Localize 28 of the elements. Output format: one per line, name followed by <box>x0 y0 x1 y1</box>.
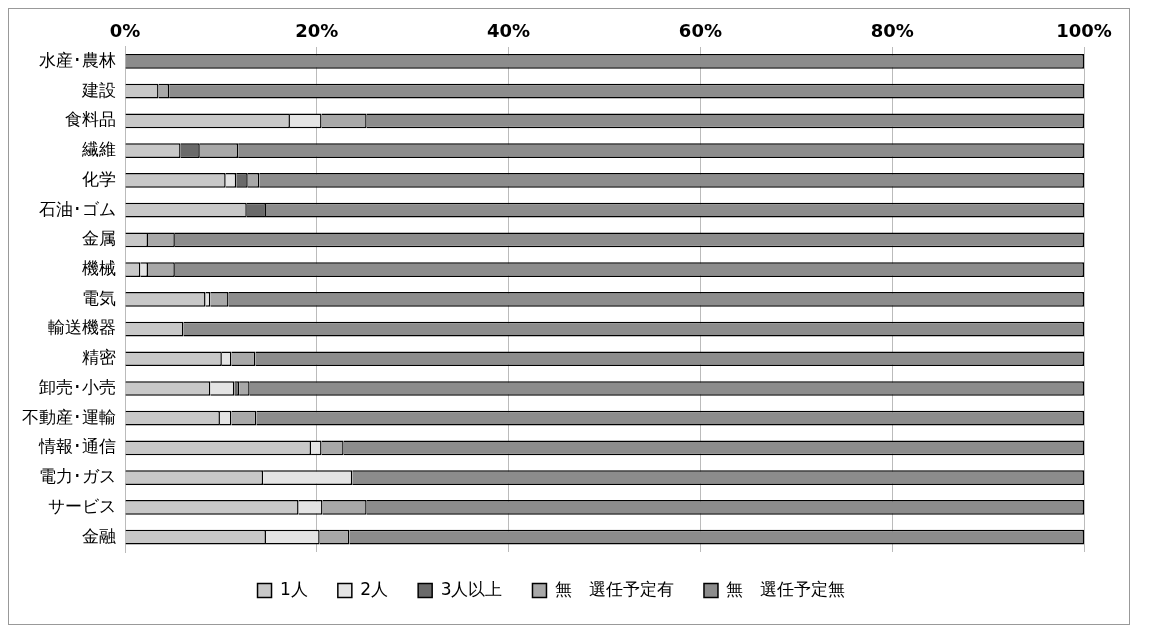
x-tick-label: 20% <box>295 20 339 42</box>
y-tick-label: 水産･農林 <box>39 49 116 70</box>
y-tick-label: 繊維 <box>81 139 116 160</box>
y-tick-label: サービス <box>48 495 116 516</box>
y-tick-label: 金属 <box>82 228 116 249</box>
y-tick-label: 情報･通信 <box>38 436 116 457</box>
y-tick-label: 電気 <box>82 287 116 308</box>
y-tick-label: 化学 <box>82 168 116 189</box>
y-tick-label: 食料品 <box>65 109 116 130</box>
y-tick-label: 機械 <box>82 257 116 278</box>
x-tick-label: 40% <box>487 20 531 42</box>
y-tick-label: 金融 <box>82 525 116 546</box>
y-tick-label: 電力･ガス <box>39 466 116 487</box>
x-tick-label: 100% <box>1056 20 1112 42</box>
legend-label: 無 選任予定有 <box>554 578 674 599</box>
y-tick-label: 不動産･運輸 <box>22 406 116 427</box>
y-tick-label: 精密 <box>82 347 116 368</box>
x-tick-label: 0% <box>109 20 141 42</box>
y-tick-label: 輸送機器 <box>48 317 116 338</box>
legend-label: 無 選任予定無 <box>726 578 846 599</box>
y-tick-label: 建設 <box>81 79 116 100</box>
y-tick-label: 石油･ゴム <box>39 198 116 219</box>
legend-label: 3人以上 <box>440 578 503 599</box>
y-tick-label: 卸売･小売 <box>39 376 116 397</box>
legend-label: 1人 <box>280 578 308 599</box>
legend-label: 2人 <box>360 578 389 599</box>
x-tick-label: 60% <box>678 20 722 42</box>
x-tick-label: 80% <box>870 20 914 42</box>
